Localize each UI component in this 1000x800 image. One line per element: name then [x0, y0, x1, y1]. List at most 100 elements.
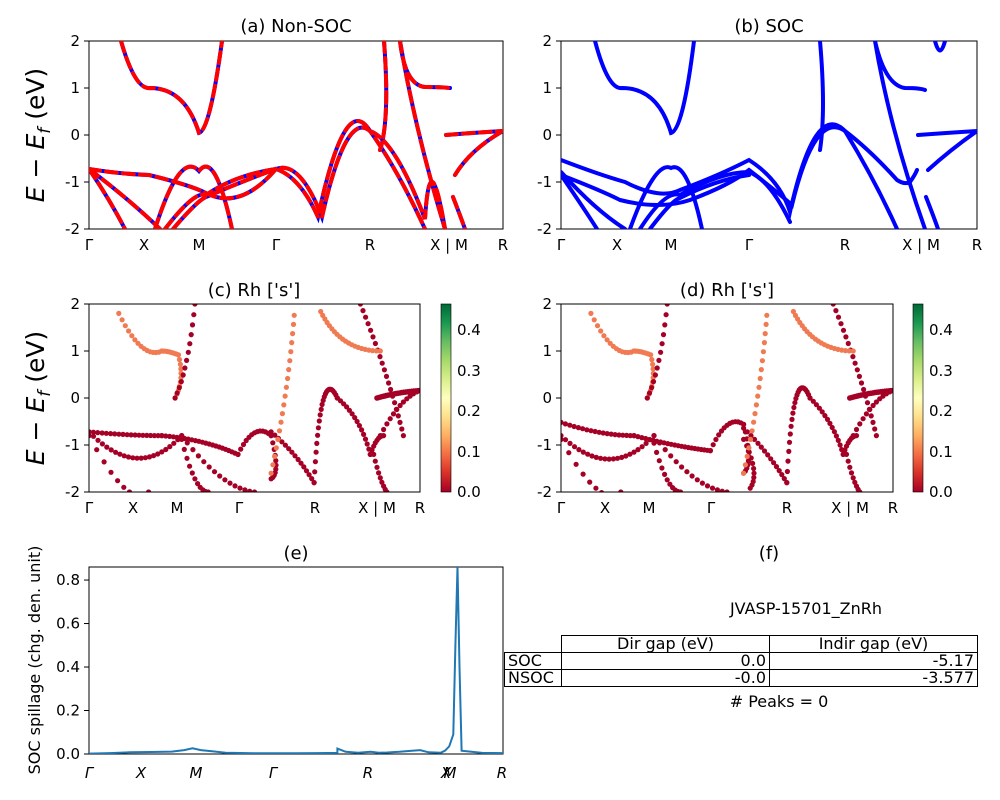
panel-d-point [845, 458, 851, 464]
panel-c-point [222, 477, 228, 483]
panel-d-point [792, 400, 798, 406]
panel-c-point [381, 426, 387, 433]
panel-d-point [677, 489, 684, 492]
panel-c-point [90, 433, 97, 439]
panel-c-plot: 2 1 0 -1 -2 Γ X M Γ R X | M R 0.0 0.1 0.… [65, 295, 481, 517]
panel-c-point [128, 432, 134, 438]
panel-d-point [589, 453, 595, 459]
panel-c-point [90, 429, 96, 435]
panel-d-point [713, 436, 719, 443]
panel-d-point [843, 334, 849, 340]
panel-d-point [704, 483, 711, 489]
panel-c-point [312, 469, 318, 475]
panel-c-point [374, 464, 380, 470]
panel-c-point [289, 340, 295, 346]
panel-c-cbar-tick: 0.4 [457, 321, 481, 339]
panel-c-point [175, 352, 181, 358]
panel-d-point [648, 352, 654, 358]
panel-e-xtick: R [363, 764, 373, 782]
panel-d-point [662, 447, 668, 453]
panel-c-point [108, 469, 114, 475]
panel-c-point [184, 455, 190, 461]
panel-d-point [741, 436, 747, 442]
panel-c-point [397, 402, 403, 409]
panel-c-point [290, 321, 297, 327]
panel-d-point [594, 323, 601, 329]
panel-c-point [136, 432, 142, 438]
panel-c-point [188, 332, 194, 338]
panel-c-point [282, 393, 288, 399]
panel-f-title: (f) [759, 543, 779, 564]
panel-b-ytick: 0 [542, 126, 552, 144]
panel-d-point [623, 453, 629, 459]
panel-c-point [101, 459, 107, 465]
panel-c-point [151, 433, 157, 439]
panel-c-point [167, 433, 173, 439]
panel-d-title: (d) Rh ['s'] [680, 280, 774, 301]
panel-d-point [618, 489, 624, 492]
panel-d-point [576, 447, 582, 453]
panel-c-ytick: 0 [70, 389, 80, 407]
panel-c-point [115, 478, 121, 484]
panel-c-point [95, 437, 101, 443]
panel-d-point [835, 437, 841, 443]
panel-c-point [184, 440, 190, 446]
panel-d-point [684, 469, 690, 475]
panel-d-point [847, 464, 853, 470]
panel-d-point [606, 456, 612, 462]
panel-d-point [635, 434, 641, 440]
panel-c-point [232, 483, 238, 489]
panel-c-point [99, 430, 105, 436]
gap-table-row-label: SOC [504, 652, 562, 670]
gap-table-indir: -3.577 [769, 669, 978, 687]
panel-d-point [850, 433, 856, 439]
panel-d-point [765, 452, 771, 458]
panel-d-point [673, 459, 679, 465]
panel-d-point [741, 470, 747, 476]
gap-table-col-dir: Dir gap (eV) [561, 635, 770, 653]
panel-c-point [377, 348, 383, 354]
panel-d-point [854, 367, 860, 373]
panel-a-xtick: X [139, 236, 149, 254]
panel-c-point [192, 304, 198, 307]
panel-c-point [134, 455, 140, 461]
panel-d-point [587, 479, 593, 485]
panel-c-point [116, 431, 122, 437]
panel-a-xtick: M [193, 236, 206, 254]
panel-d-point [744, 429, 750, 435]
panel-c-point [142, 492, 147, 497]
panel-d-point [649, 385, 655, 391]
panel-d-point [784, 480, 790, 486]
panel-c-point [155, 433, 161, 439]
panel-e-title: (e) [283, 543, 308, 564]
panel-d-point [791, 404, 797, 411]
panel-c-point [121, 453, 127, 459]
panel-d-colorbar-ticks: 0.0 0.1 0.2 0.3 0.4 [929, 321, 953, 501]
panel-c-point [103, 430, 109, 436]
panel-d-point [602, 456, 608, 462]
panel-d-point [596, 429, 602, 435]
panel-e-spillage-line [89, 567, 503, 754]
panel-b-xtick: M [665, 236, 678, 254]
panel-d-cbar-tick: 0.3 [929, 362, 953, 380]
panel-d-point [580, 471, 586, 477]
panel-c-cbar-tick: 0.2 [457, 402, 481, 420]
panel-d-point [664, 477, 670, 483]
panel-c-point [187, 341, 193, 347]
panel-c-point [360, 308, 366, 314]
panel-c-point [132, 432, 138, 438]
panel-c-point [179, 433, 185, 439]
panel-c-point [361, 431, 367, 437]
panel-d-point [624, 432, 630, 438]
panel-d-point [593, 485, 599, 491]
panel-c-point [352, 415, 358, 421]
panel-c-point [315, 425, 321, 431]
panel-d-point [750, 460, 756, 466]
panel-c-xtick: Γ [235, 499, 244, 517]
panel-c-point [240, 441, 247, 448]
panel-c-point [132, 492, 137, 497]
panel-c-point [400, 433, 406, 439]
panel-a-ytick: 0 [70, 126, 80, 144]
panel-d-point [846, 348, 852, 354]
panel-c-point [313, 449, 319, 455]
